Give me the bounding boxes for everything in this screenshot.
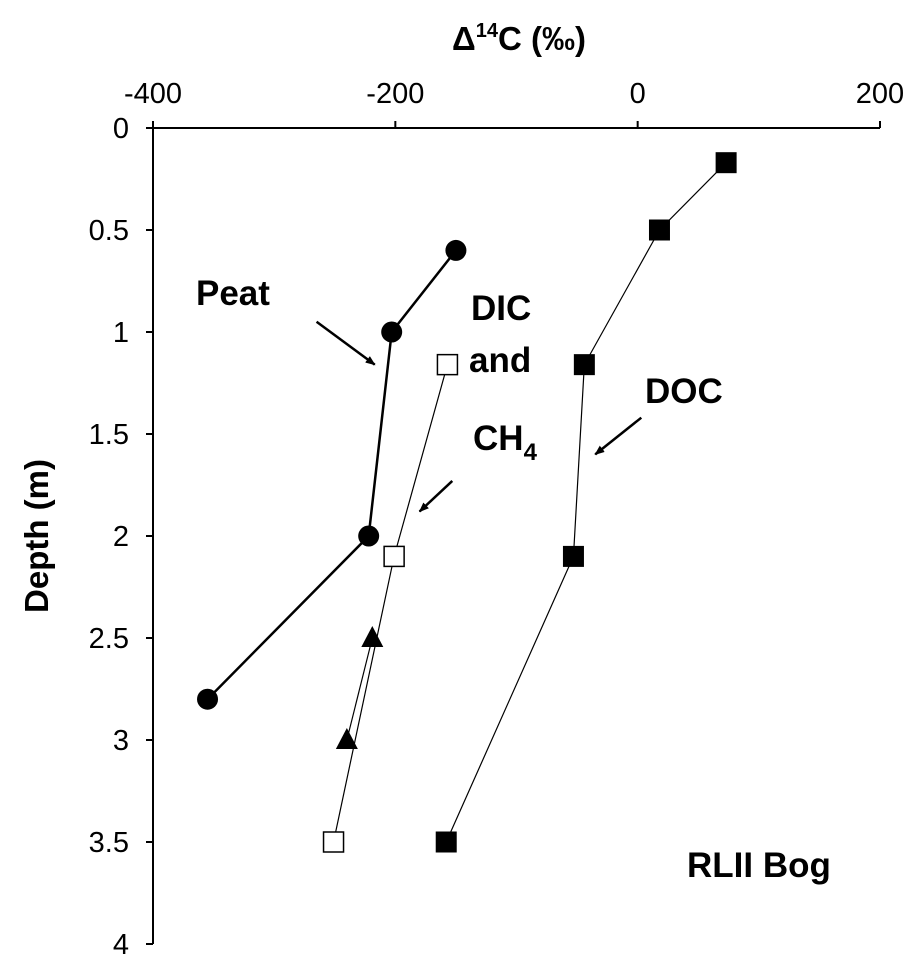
y-tick-label: 0.5 [89, 215, 129, 247]
y-tick-label: 2 [113, 521, 129, 553]
series-line-dic [332, 364, 449, 843]
x-axis-title-tail: C (‰) [498, 20, 586, 57]
marker-doc [715, 152, 737, 174]
annotation-doc: DOC [645, 372, 723, 411]
annotation-peat: Peat [196, 274, 270, 313]
y-axis-title: Depth (m) [18, 459, 55, 613]
marker-ch4 [361, 626, 384, 647]
y-tick-label: 3 [113, 725, 129, 757]
x-tick-label: 200 [856, 78, 904, 110]
annotation-site: RLII Bog [687, 846, 831, 885]
x-tick-label: -400 [124, 78, 182, 110]
marker-peat [381, 321, 403, 343]
marker-doc [573, 354, 595, 376]
y-tick-label: 2.5 [89, 623, 129, 655]
annotation-arrow [315, 320, 376, 366]
y-tick-label: 3.5 [89, 827, 129, 859]
marker-doc [562, 545, 584, 567]
series-line-doc [445, 162, 727, 843]
series-line-peat [206, 249, 457, 701]
annotation-arrows [315, 320, 643, 513]
annotation-and: and [469, 341, 531, 380]
y-tick-label: 1 [113, 317, 129, 349]
x-tick-label: -200 [366, 78, 424, 110]
annotation-ch4-main: CH [473, 419, 524, 458]
series-lines [206, 162, 727, 843]
marker-ch4 [335, 728, 358, 749]
annotation-arrow [418, 480, 454, 513]
x-axis-title-delta: Δ [452, 20, 476, 57]
series-markers [197, 152, 737, 853]
marker-doc [648, 219, 670, 241]
y-axis-ticks: 0 0.5 1 1.5 2 2.5 3 3.5 4 [89, 113, 153, 957]
marker-dic [322, 831, 345, 853]
x-axis-title-superscript: 14 [476, 20, 499, 42]
annotation-dic: DIC [471, 289, 531, 328]
marker-peat [197, 688, 219, 710]
y-tick-label: 4 [113, 929, 129, 957]
marker-doc [435, 831, 457, 853]
annotation-ch4: CH4 [473, 419, 538, 466]
x-axis-ticks: -400 -200 0 200 [124, 78, 904, 128]
annotation-ch4-subscript: 4 [524, 439, 538, 466]
marker-peat [358, 525, 380, 547]
marker-peat [445, 239, 467, 261]
annotation-arrow [594, 416, 643, 456]
x-tick-label: 0 [630, 78, 646, 110]
x-axis-title: Δ14C (‰) [452, 20, 586, 57]
marker-dic [436, 353, 459, 376]
y-tick-label: 1.5 [89, 419, 129, 451]
y-tick-label: 0 [113, 113, 129, 145]
series-line-ch4 [346, 637, 373, 741]
marker-dic [383, 545, 405, 568]
